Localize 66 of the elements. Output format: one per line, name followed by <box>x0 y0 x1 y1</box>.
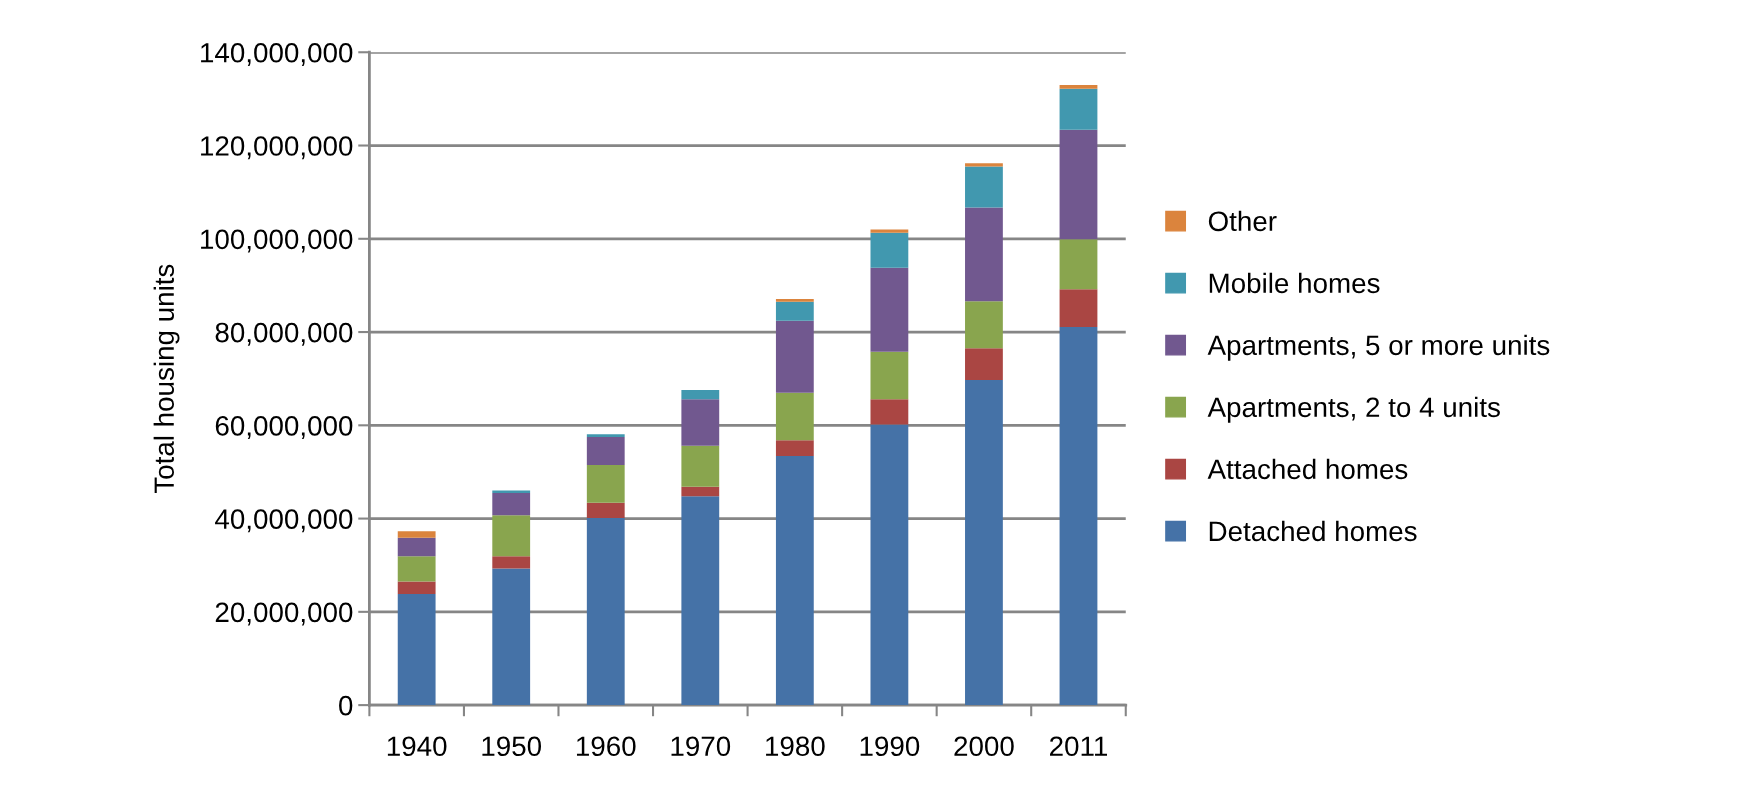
bar <box>586 436 625 465</box>
bar <box>965 380 1003 706</box>
bar <box>681 389 720 400</box>
y-tick-label: 60,000,000 <box>215 415 353 439</box>
bar <box>775 320 814 393</box>
bar <box>775 456 814 706</box>
bar <box>492 568 531 706</box>
bar <box>965 348 1003 381</box>
x-tick-label: 1940 <box>387 736 447 757</box>
bar <box>870 399 909 425</box>
x-tick-label: 1960 <box>576 736 636 757</box>
bar <box>870 351 909 400</box>
bar <box>870 229 909 233</box>
legend-label: Detached homes <box>1209 520 1417 542</box>
x-tick-label: 2011 <box>1050 736 1108 757</box>
bar <box>1059 88 1098 130</box>
bar <box>681 486 720 497</box>
bar <box>965 163 1003 167</box>
y-tick-label: 40,000,000 <box>215 509 353 533</box>
bar <box>965 301 1003 349</box>
y-tick-label: 120,000,000 <box>201 136 353 160</box>
bar <box>586 434 625 437</box>
bar <box>397 537 436 557</box>
x-tick-label: 2000 <box>954 736 1014 757</box>
bar <box>775 440 814 457</box>
bar <box>397 594 436 706</box>
legend-label: Mobile homes <box>1209 272 1380 294</box>
bar <box>965 207 1003 302</box>
bar <box>397 556 436 582</box>
bar <box>397 531 436 538</box>
y-tick-label: 80,000,000 <box>215 322 353 346</box>
y-tick-label: 140,000,000 <box>201 42 353 66</box>
x-tick-label: 1970 <box>671 736 731 757</box>
bar <box>681 496 720 706</box>
y-axis-title: Total housing units <box>153 264 180 494</box>
bar <box>397 581 436 595</box>
bar <box>586 464 625 503</box>
bar <box>681 445 720 487</box>
legend-label: Apartments, 2 to 4 units <box>1207 396 1500 423</box>
legend-label: Other <box>1208 210 1277 232</box>
bar <box>965 166 1003 208</box>
x-tick-label: 1950 <box>482 736 542 757</box>
bar <box>775 392 814 441</box>
bar <box>1059 129 1098 240</box>
bar <box>492 556 531 569</box>
y-tick-label: 20,000,000 <box>215 602 353 626</box>
bar <box>1059 84 1098 89</box>
bar <box>1059 239 1098 290</box>
legend-label: Apartments, 5 or more units <box>1207 334 1550 361</box>
bar <box>870 232 909 268</box>
bar <box>870 424 909 706</box>
legend-label: Attached homes <box>1207 458 1408 480</box>
x-tick-label: 1980 <box>766 736 825 757</box>
bar <box>775 301 814 321</box>
y-tick-label: 0 <box>339 695 353 716</box>
y-tick-label: 100,000,000 <box>201 229 353 253</box>
bar <box>586 518 625 706</box>
bar <box>775 298 814 302</box>
bar <box>681 399 720 446</box>
bar <box>1059 326 1098 706</box>
x-tick-label: 1990 <box>860 736 920 757</box>
bar <box>586 502 625 519</box>
bar <box>1059 289 1098 327</box>
bar <box>870 267 909 352</box>
bar <box>492 515 531 557</box>
bar <box>492 492 531 516</box>
